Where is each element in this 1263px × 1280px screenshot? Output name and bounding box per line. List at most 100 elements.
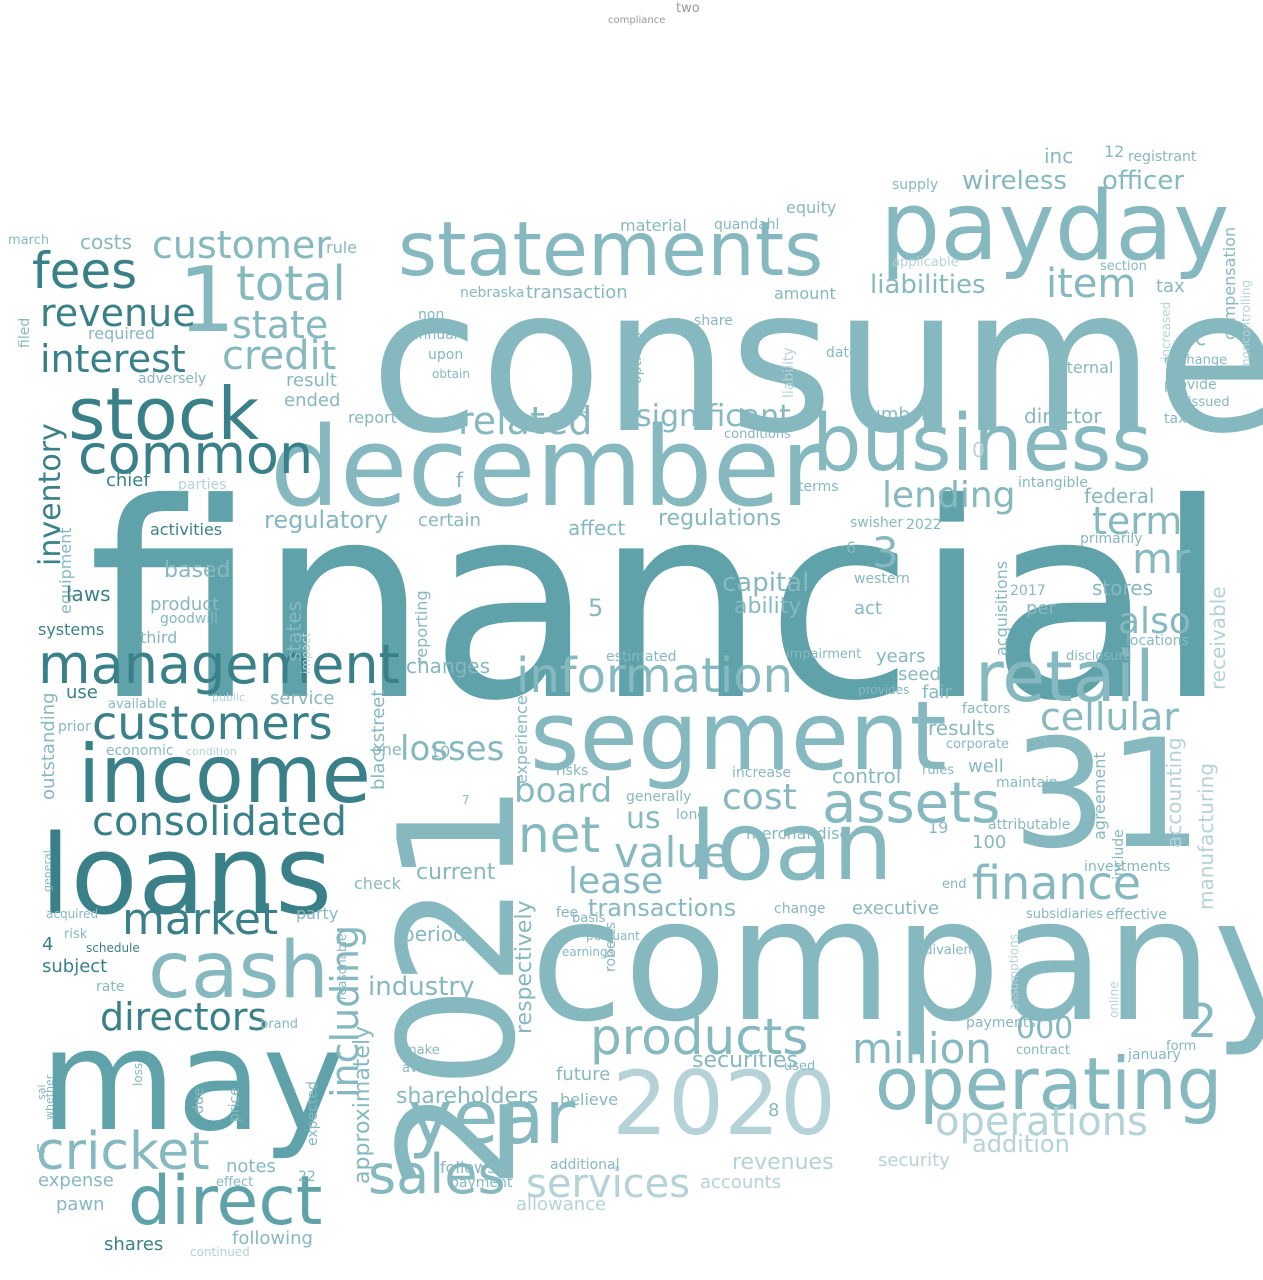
word: regulations [658,506,782,531]
word: internal [1052,358,1114,377]
word: receivable [1206,586,1230,690]
word: pawn [56,1194,105,1215]
word: report [348,408,397,427]
word: number [858,404,929,425]
word: obtain [432,367,470,381]
word: operating [875,1042,1223,1126]
word: consolidated [92,799,347,845]
word: investments [1084,859,1171,875]
word: use [66,682,98,703]
word: income [78,728,372,821]
word: december [270,403,826,531]
word: board [514,771,613,811]
word: 1 [178,248,236,353]
word: million [852,1024,992,1073]
word: payment [450,1175,513,1191]
word: 31 [1012,708,1203,882]
word: lending [882,475,1016,516]
word: equivalents [908,943,984,958]
word: applicable [892,255,959,270]
word: march [8,233,50,248]
word: period [402,922,466,946]
word: quandahl [714,217,780,233]
word: executive [852,898,940,919]
word: certain [418,510,481,531]
word: basis [572,911,606,926]
word: may [40,1000,346,1163]
word: options [629,332,645,384]
word: control [832,764,902,788]
word: compensation [1220,226,1239,340]
word: schedule [86,941,140,955]
word: risks [556,763,589,779]
word: year [408,1073,576,1161]
word: swisher [850,515,904,531]
word: corporate [946,737,1010,752]
word: upon [428,347,464,363]
word: disclosure [1066,649,1132,664]
word: systems [38,620,105,639]
word: loan [690,792,893,902]
word: segment [530,682,947,792]
word: transactions [588,894,737,922]
word: changes [406,654,491,678]
word: share [694,313,733,329]
word: 8 [768,1100,780,1121]
word: filed [17,317,33,348]
word: exchange [1164,353,1228,368]
word: affect [568,516,626,540]
word: based [164,558,231,583]
word: tax [1156,276,1185,297]
word: make [404,1043,440,1058]
word: officer [1102,166,1185,196]
word: well [968,756,1004,777]
word: intangible [1018,475,1088,491]
word: cash [148,926,329,1016]
word: expense [38,1170,114,1191]
word: rule [326,238,358,257]
word: financial [88,445,1230,760]
word: attributable [988,817,1071,833]
word: cellular [1040,695,1179,739]
word: allowance [516,1194,607,1215]
word: revenues [732,1150,834,1175]
word: u [36,1138,47,1157]
word: party [296,904,339,923]
word: following [232,1228,313,1249]
word: 2020 [612,1052,836,1155]
word: credit [222,333,337,379]
word: 2022 [906,517,942,533]
word: shareholders [396,1084,539,1109]
word: due [191,1087,207,1114]
word: conditions [724,427,791,442]
word: expected [305,1081,321,1146]
word: section [1100,259,1147,274]
word: reasonable [335,933,349,1000]
word: price [227,1087,243,1122]
word: sai [35,1084,48,1100]
word: transaction [526,282,628,303]
word: securities [692,1048,798,1073]
word: provides [858,683,910,697]
word: reporting [412,590,431,664]
word: january [1128,1047,1181,1063]
word: loss [131,1062,145,1086]
word: annual [410,327,458,343]
word: required [88,324,156,343]
word: laws [66,582,111,606]
word: end [942,877,967,892]
word: f [456,468,464,492]
word: future [556,1064,611,1085]
word: increase [732,765,792,781]
word: accounting [1162,737,1186,848]
word: notes [226,1156,276,1177]
word: revenue [40,291,196,335]
word: wireless [962,166,1067,196]
word: outstanding [38,692,59,800]
word: 22 [298,1169,316,1185]
word: general [41,850,54,892]
word: principal [571,353,587,414]
word: payday [880,172,1230,282]
word: long [676,807,707,823]
word: available [108,697,167,712]
